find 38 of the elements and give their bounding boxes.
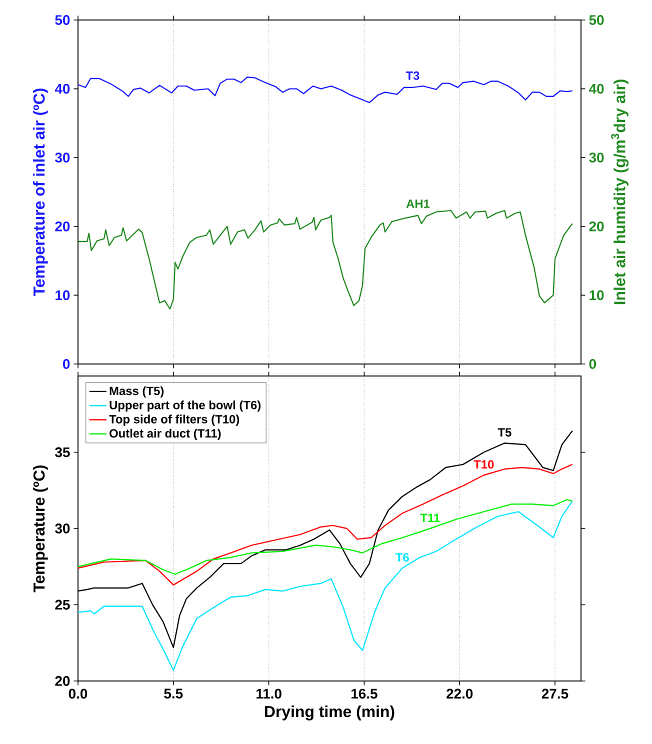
legend-label: Top side of filters (T10) [109, 414, 240, 426]
y-tick-label: 25 [55, 600, 70, 610]
series-label: T3 [406, 71, 420, 80]
y2-tick-label: 40 [588, 84, 604, 94]
line-series [78, 500, 573, 671]
y-axis-title: Temperature of inlet air (ºC) [33, 88, 48, 296]
legend-label: Outlet air duct (T11) [110, 428, 221, 440]
x-tick-label: 16.5 [351, 688, 378, 699]
x-tick-label: 27.5 [542, 688, 568, 699]
x-tick-label: 11.0 [256, 688, 282, 699]
series-label: AH1 [406, 200, 430, 208]
annotation: T11 [420, 514, 440, 522]
y-tick-label: 30 [55, 524, 70, 534]
y-tick-label: 10 [56, 290, 70, 300]
y-tick-label: 40 [54, 84, 70, 94]
annotation: T5 [498, 428, 512, 437]
annotation: T10 [474, 460, 494, 469]
y-tick-label: 20 [55, 221, 70, 232]
y2-tick-label: 0 [589, 359, 596, 369]
y-tick-label: 0 [63, 359, 70, 369]
line-series [78, 498, 573, 575]
y2-tick-label: 20 [589, 221, 604, 232]
y-tick-label: 30 [55, 152, 70, 163]
x-axis-title: Drying time (min) [265, 705, 394, 720]
y2-tick-label: 30 [589, 152, 604, 163]
y2-axis-title: Inlet air humidity (g/m$^{3}$dry air) [611, 80, 629, 304]
x-tick-label: 5.5 [164, 688, 183, 699]
y-tick-label: 35 [55, 447, 70, 458]
y-tick-label: 20 [55, 676, 70, 686]
y-axis-title: Temperature (ºC) [33, 465, 48, 592]
x-tick-label: 0.0 [68, 688, 88, 699]
annotation: T6 [396, 553, 409, 562]
y2-tick-label: 50 [589, 15, 604, 25]
y-tick-label: 50 [55, 15, 70, 25]
legend-label: Mass (T5) [110, 386, 164, 398]
x-tick-label: 22.0 [446, 688, 473, 699]
y2-tick-label: 10 [590, 290, 604, 300]
legend-label: Upper part of the bowl (T6) [110, 400, 261, 412]
